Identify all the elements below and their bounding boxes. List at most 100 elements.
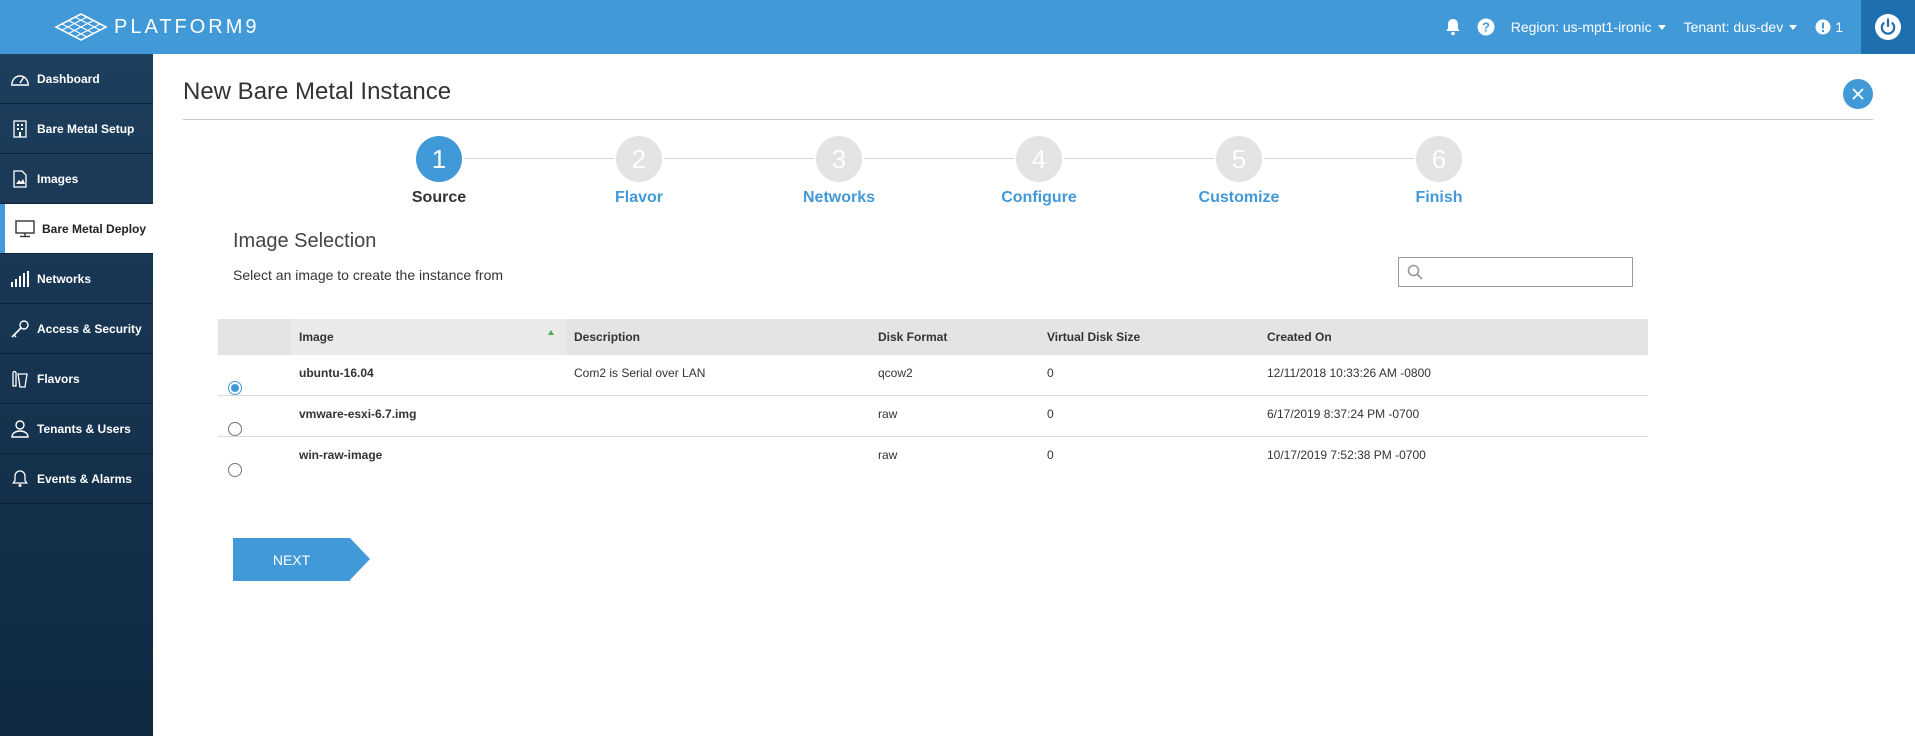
step-label: Customize: [1198, 189, 1280, 206]
row-radio-selected[interactable]: [228, 381, 242, 395]
sidebar-item-events-alarms[interactable]: Events & Alarms: [0, 454, 153, 504]
building-icon: [3, 119, 37, 138]
step-label: Finish: [1415, 189, 1463, 206]
step-connector: [864, 158, 1014, 159]
sidebar-item-bare-metal-deploy[interactable]: Bare Metal Deploy: [0, 204, 153, 254]
title-divider: [183, 119, 1873, 120]
section-subtitle: Select an image to create the instance f…: [233, 267, 504, 283]
search-input[interactable]: [1398, 257, 1633, 287]
step-connector: [1264, 158, 1414, 159]
step-number: 1: [416, 136, 462, 182]
column-header-virtual-disk-size[interactable]: Virtual Disk Size: [1039, 319, 1259, 355]
image-file-icon: [3, 169, 37, 188]
step-customize[interactable]: 5 Customize: [1179, 136, 1299, 207]
next-button[interactable]: NEXT: [233, 538, 370, 581]
tenant-dropdown[interactable]: Tenant: dus-dev: [1684, 19, 1798, 35]
step-finish[interactable]: 6 Finish: [1379, 136, 1499, 207]
image-name: vmware-esxi-6.7.img: [299, 407, 417, 421]
table-row[interactable]: ubuntu-16.04 Com2 is Serial over LAN qco…: [218, 355, 1648, 396]
alert-count: 1: [1835, 19, 1843, 35]
column-header-created-on[interactable]: Created On: [1259, 319, 1648, 355]
sidebar-item-dashboard[interactable]: Dashboard: [0, 54, 153, 104]
sidebar-item-label: Images: [37, 171, 79, 186]
sidebar-item-access-security[interactable]: Access & Security: [0, 304, 153, 354]
table-row[interactable]: win-raw-image raw 0 10/17/2019 7:52:38 P…: [218, 437, 1648, 478]
step-number: 5: [1216, 136, 1262, 182]
table-row[interactable]: vmware-esxi-6.7.img raw 0 6/17/2019 8:37…: [218, 396, 1648, 437]
user-icon: [3, 419, 37, 438]
region-dropdown[interactable]: Region: us-mpt1-ironic: [1511, 19, 1666, 35]
main-content: New Bare Metal Instance 1 Source 2 Flavo…: [153, 54, 1915, 736]
step-connector: [1064, 158, 1214, 159]
power-button[interactable]: [1861, 0, 1915, 54]
close-button[interactable]: [1843, 79, 1873, 109]
top-right-controls: ? Region: us-mpt1-ironic Tenant: dus-dev…: [1445, 0, 1915, 54]
sidebar-item-images[interactable]: Images: [0, 154, 153, 204]
page-title: New Bare Metal Instance: [183, 78, 452, 105]
alert-icon: [1815, 19, 1831, 35]
power-icon: [1875, 14, 1901, 40]
platform9-logo-icon: [54, 13, 108, 41]
step-source[interactable]: 1 Source: [379, 136, 499, 207]
row-radio[interactable]: [228, 422, 242, 436]
sidebar-item-label: Bare Metal Deploy: [42, 221, 147, 236]
sidebar-item-label: Access & Security: [37, 321, 142, 336]
step-connector: [464, 158, 614, 159]
next-button-label: NEXT: [233, 538, 350, 581]
alerts-indicator[interactable]: 1: [1815, 19, 1843, 35]
sidebar-item-networks[interactable]: Networks: [0, 254, 153, 304]
flavors-icon: [3, 370, 37, 388]
column-header-label: Created On: [1267, 330, 1332, 344]
column-header-label: Disk Format: [878, 330, 948, 344]
step-flavor[interactable]: 2 Flavor: [579, 136, 699, 207]
step-number: 3: [816, 136, 862, 182]
virtual-disk-size: 0: [1047, 448, 1054, 462]
step-label: Configure: [1001, 189, 1077, 206]
section-title: Image Selection: [233, 230, 377, 252]
table-header: Image Description Disk Format Virtual Di…: [218, 319, 1648, 355]
sidebar-item-bare-metal-setup[interactable]: Bare Metal Setup: [0, 104, 153, 154]
top-bar: PLATFORM9 ? Region: us-mpt1-ironic Tenan…: [0, 0, 1915, 54]
select-column-header: [218, 319, 291, 355]
bell-icon[interactable]: [1445, 18, 1461, 36]
sidebar-item-flavors[interactable]: Flavors: [0, 354, 153, 404]
image-description: [566, 437, 870, 478]
step-configure[interactable]: 4 Configure: [979, 136, 1099, 207]
step-label: Source: [411, 189, 467, 206]
column-header-description[interactable]: Description: [566, 319, 870, 355]
column-header-label: Image: [299, 330, 334, 344]
platform9-logo[interactable]: PLATFORM9: [54, 12, 260, 42]
chevron-down-icon: [1789, 24, 1798, 30]
step-networks[interactable]: 3 Networks: [779, 136, 899, 207]
column-header-label: Description: [574, 330, 641, 344]
sidebar-item-tenants-users[interactable]: Tenants & Users: [0, 404, 153, 454]
virtual-disk-size: 0: [1047, 407, 1054, 421]
created-on: 10/17/2019 7:52:38 PM -0700: [1267, 448, 1426, 462]
sidebar: Dashboard Bare Metal Setup Images Bare M…: [0, 54, 153, 736]
gauge-icon: [3, 71, 37, 87]
bell-icon: [3, 469, 37, 488]
sort-ascending-icon: [548, 330, 554, 335]
image-name: win-raw-image: [299, 448, 383, 462]
search-icon: [1407, 264, 1423, 280]
column-header-image[interactable]: Image: [291, 319, 566, 355]
sidebar-item-label: Dashboard: [37, 71, 100, 86]
sidebar-item-label: Flavors: [37, 371, 80, 386]
disk-format: qcow2: [878, 366, 913, 380]
step-connector: [664, 158, 814, 159]
step-number: 6: [1416, 136, 1462, 182]
close-icon: [1852, 88, 1864, 100]
help-icon[interactable]: ?: [1477, 18, 1495, 36]
key-icon: [3, 319, 37, 338]
step-label: Networks: [802, 189, 876, 206]
created-on: 6/17/2019 8:37:24 PM -0700: [1267, 407, 1420, 421]
image-description: Com2 is Serial over LAN: [574, 366, 706, 380]
arrow-right-icon: [350, 538, 370, 580]
step-number: 4: [1016, 136, 1062, 182]
sidebar-item-label: Events & Alarms: [37, 471, 132, 486]
column-header-disk-format[interactable]: Disk Format: [870, 319, 1039, 355]
virtual-disk-size: 0: [1047, 366, 1054, 380]
image-name: ubuntu-16.04: [299, 366, 374, 380]
brand-name: PLATFORM9: [114, 15, 260, 38]
row-radio[interactable]: [228, 463, 242, 477]
